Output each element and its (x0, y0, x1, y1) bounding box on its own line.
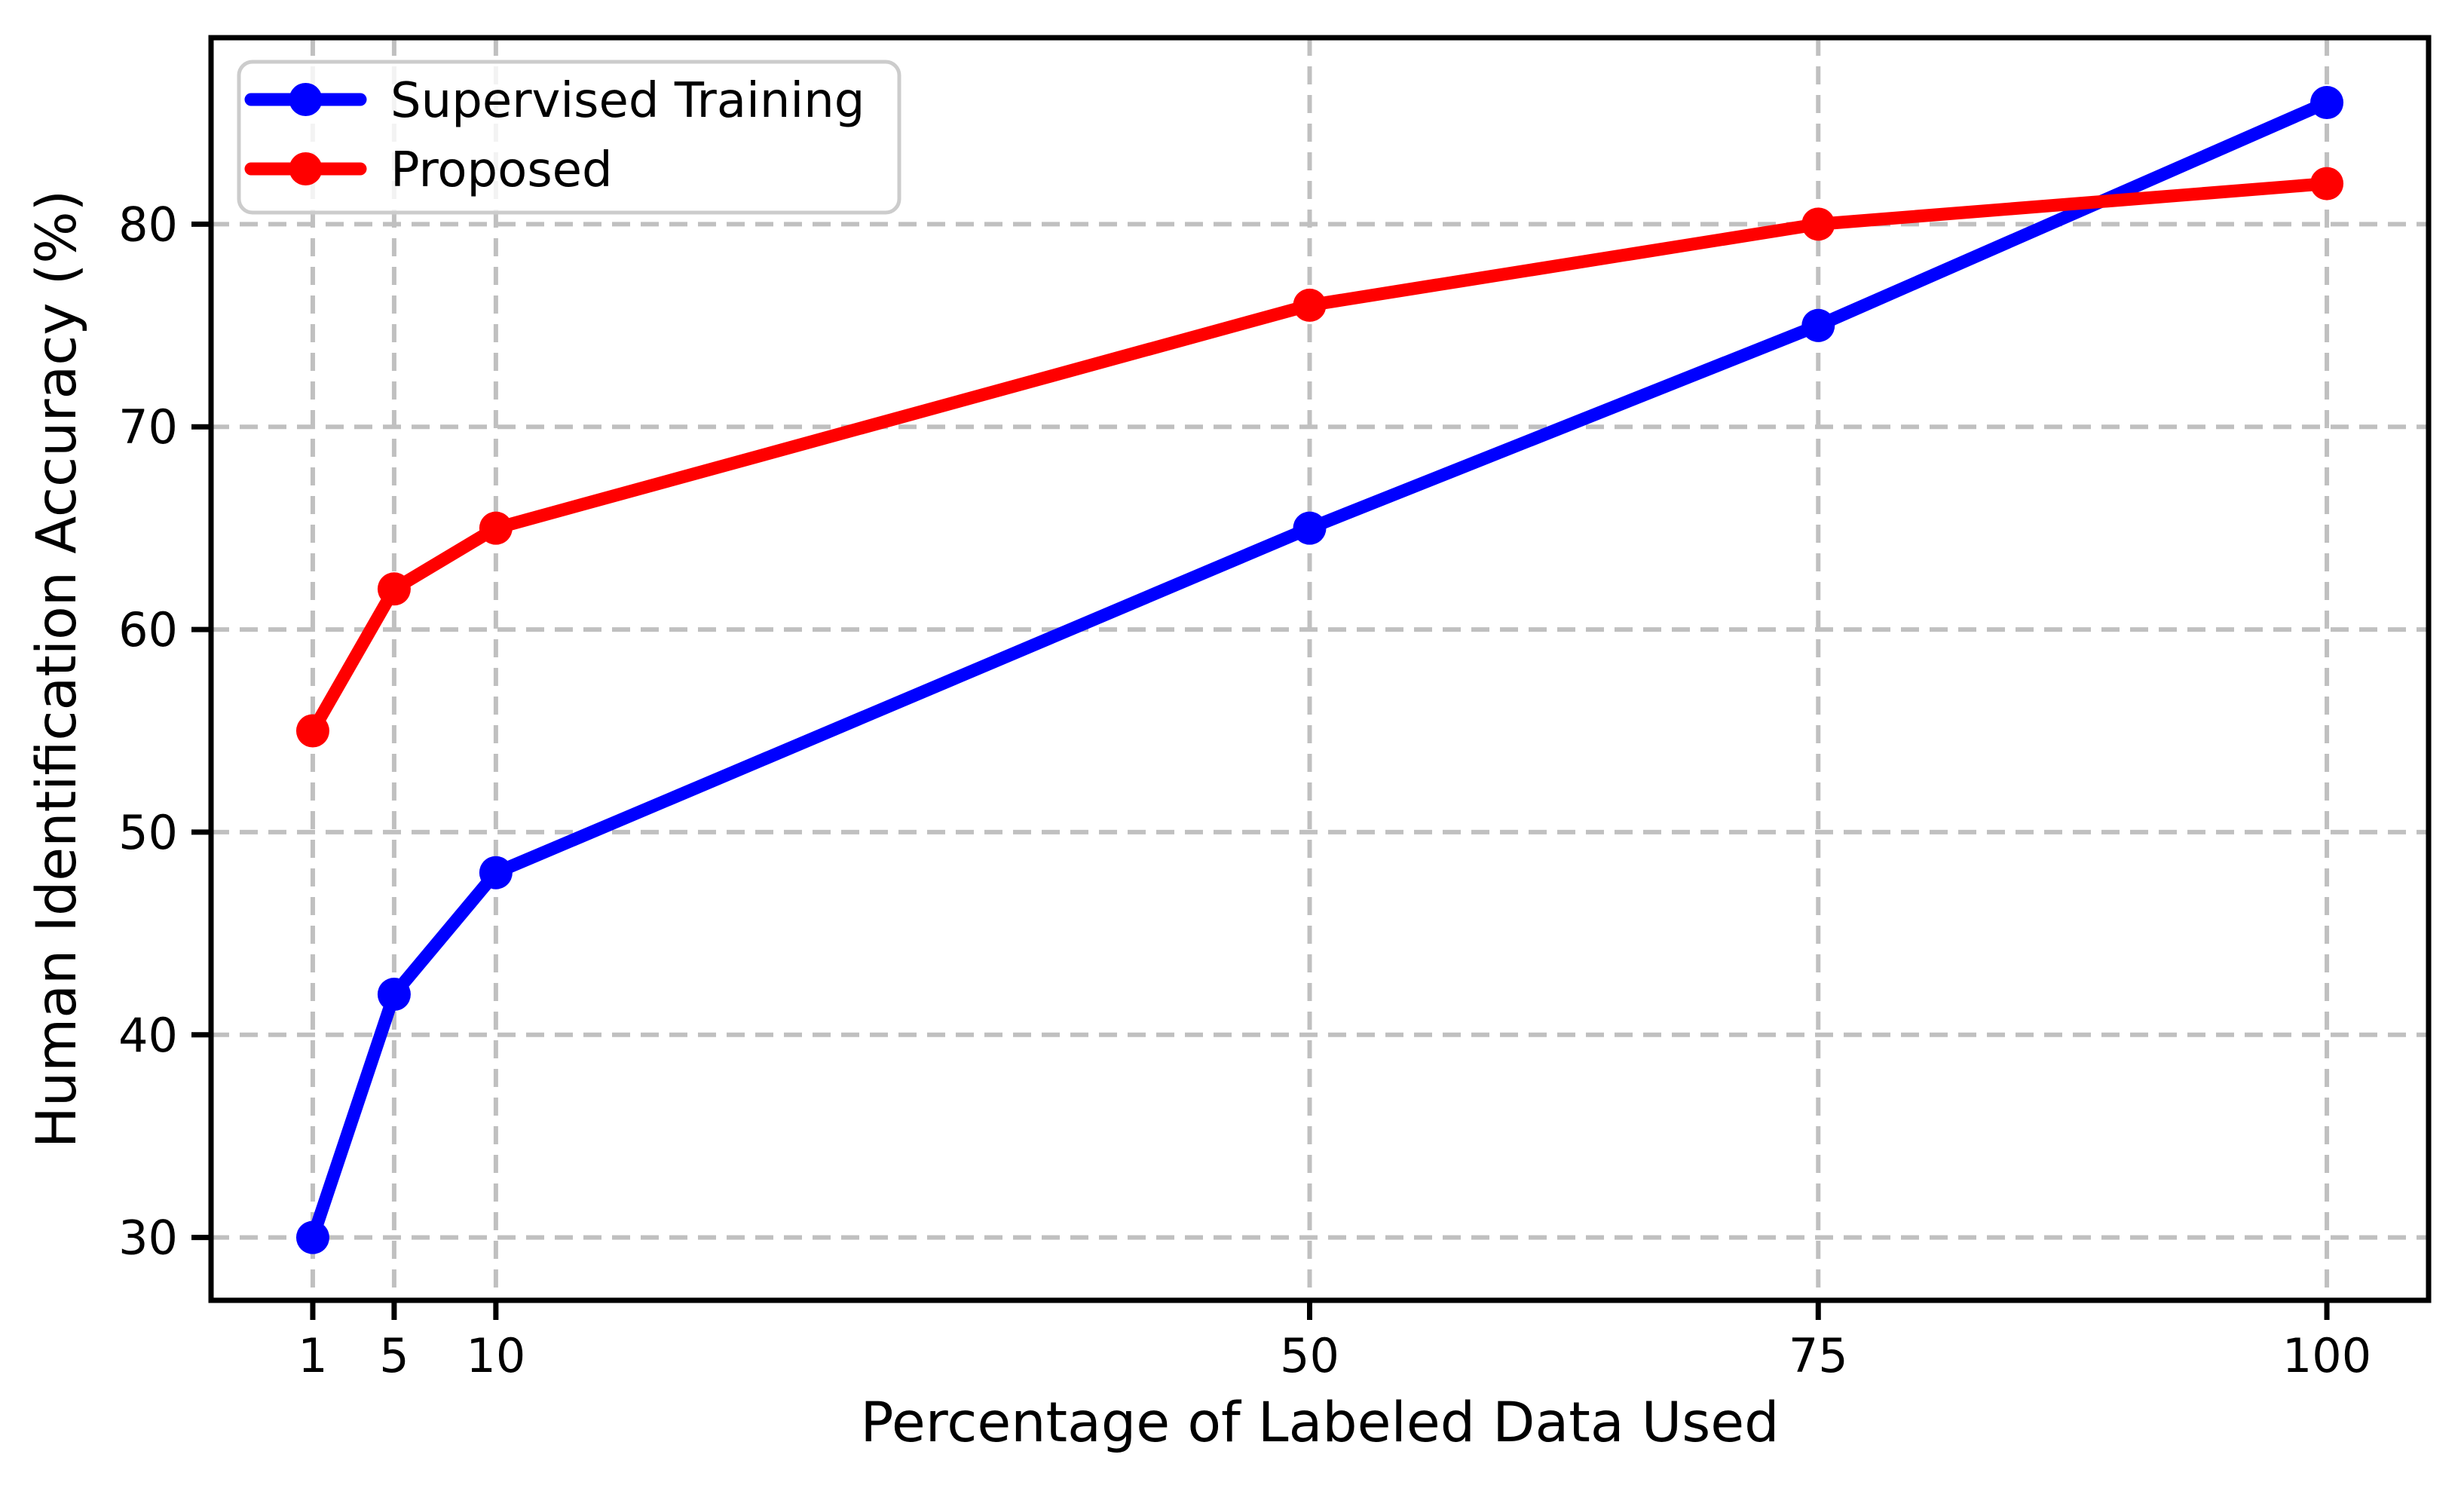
y-tick-label-70: 70 (118, 400, 178, 455)
data-point-proposed-x50 (1293, 288, 1327, 322)
data-point-proposed-x5 (377, 572, 411, 606)
y-tick-label-60: 60 (118, 602, 178, 657)
data-point-supervised-training-x75 (1801, 308, 1835, 342)
legend-sample-marker-proposed (289, 152, 323, 185)
ticks-layer (191, 221, 2330, 1320)
series-layer (295, 86, 2344, 1254)
data-point-supervised-training-x1 (295, 1220, 329, 1254)
x-tick-label-50: 50 (1280, 1328, 1339, 1383)
y-tick-label-40: 40 (118, 1008, 178, 1063)
y-tick-label-50: 50 (118, 805, 178, 860)
grid-layer (211, 38, 2429, 1300)
x-tick-label-10: 10 (466, 1328, 525, 1383)
x-tick-label-5: 5 (379, 1328, 409, 1383)
y-axis-title: Human Identification Accuracy (%) (25, 190, 89, 1148)
data-point-supervised-training-x5 (377, 978, 411, 1012)
axes-border (208, 35, 2432, 1303)
tick-labels-layer: 1 5 10 50 75 100 30 40 50 60 70 80 (118, 197, 2371, 1383)
data-point-supervised-training-x10 (479, 856, 513, 889)
x-axis-title: Percentage of Labeled Data Used (860, 1391, 1779, 1455)
data-point-supervised-training-x100 (2310, 86, 2344, 120)
series-line-proposed (306, 177, 2334, 738)
data-point-proposed-x100 (2310, 167, 2344, 201)
data-point-proposed-x1 (295, 714, 329, 748)
legend-box (237, 60, 901, 215)
y-tick-label-30: 30 (118, 1211, 178, 1266)
data-point-supervised-training-x50 (1293, 511, 1327, 545)
data-point-proposed-x75 (1801, 207, 1835, 241)
y-tick-label-80: 80 (118, 197, 178, 252)
data-point-proposed-x10 (479, 511, 513, 545)
legend-sample-marker-supervised-training (289, 83, 323, 116)
axis-titles-layer: Percentage of Labeled Data Used Human Ide… (25, 190, 1780, 1455)
axes-spines-layer (208, 35, 2432, 1303)
series-line-supervised-training (306, 96, 2334, 1245)
x-tick-label-75: 75 (1789, 1328, 1848, 1383)
legend-label-proposed: Proposed (390, 142, 613, 198)
legend-label-supervised-training: Supervised Training (390, 73, 865, 129)
x-tick-label-100: 100 (2282, 1328, 2371, 1383)
legend-layer: Supervised Training Proposed (237, 60, 901, 215)
x-tick-label-1: 1 (298, 1328, 327, 1383)
